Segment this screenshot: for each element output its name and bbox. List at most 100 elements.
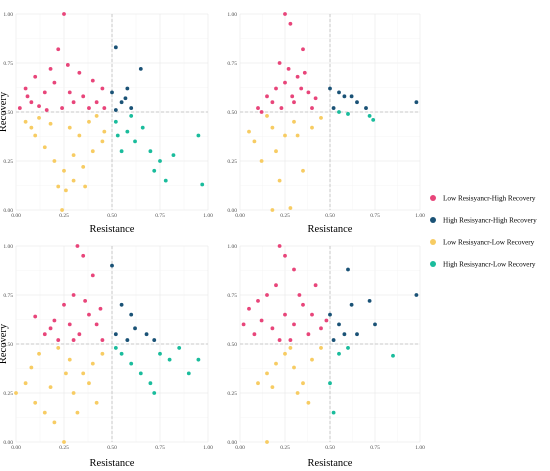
data-point: [286, 66, 291, 71]
data-point: [355, 332, 359, 337]
data-point: [48, 385, 53, 390]
data-point: [319, 346, 323, 350]
data-point: [52, 80, 57, 85]
data-point: [342, 94, 347, 99]
data-point: [37, 115, 41, 120]
data-point: [371, 117, 376, 122]
data-point: [270, 326, 275, 331]
data-point: [283, 351, 287, 356]
data-point: [196, 133, 201, 138]
data-point: [33, 74, 38, 79]
data-point: [62, 440, 66, 444]
data-point: [301, 381, 305, 386]
data-point: [129, 114, 134, 118]
data-point: [283, 253, 287, 258]
data-point: [113, 45, 118, 50]
data-point: [265, 440, 269, 444]
data-point: [364, 106, 368, 110]
data-point: [90, 78, 95, 83]
data-point: [102, 106, 107, 110]
data-point: [342, 332, 347, 337]
data-point: [37, 104, 41, 109]
data-point: [94, 400, 99, 405]
data-point: [56, 346, 61, 350]
data-point: [71, 100, 76, 105]
data-point: [158, 351, 162, 356]
data-point: [123, 96, 128, 101]
y-tick-label: 0.25: [227, 159, 237, 165]
data-point: [171, 153, 176, 158]
legend-swatch-HL: [430, 261, 436, 267]
legend-swatch-LH: [430, 195, 436, 201]
data-point: [29, 100, 34, 105]
data-point: [125, 338, 130, 342]
data-point: [62, 12, 66, 16]
y-axis-title: Recovery: [0, 91, 9, 132]
data-point: [313, 283, 318, 288]
data-point: [33, 133, 38, 138]
legend-label-HH: High Resisyancr-High Recovery: [443, 217, 537, 225]
series-HH: [110, 45, 143, 112]
data-point: [17, 106, 22, 110]
data-point: [414, 293, 419, 297]
data-point: [42, 332, 47, 337]
data-point: [94, 100, 99, 105]
series-LL: [14, 346, 105, 444]
x-tick-label: 0.50: [325, 213, 335, 219]
y-tick-label: 0.00: [227, 208, 237, 214]
data-point: [110, 90, 114, 95]
x-tick-label: 0.50: [107, 213, 117, 219]
data-point: [62, 168, 66, 173]
data-point: [87, 119, 91, 124]
data-point: [288, 346, 293, 350]
data-point: [177, 346, 182, 350]
data-point: [265, 371, 269, 376]
data-point: [83, 184, 88, 189]
data-point: [252, 139, 257, 144]
data-point: [87, 106, 91, 110]
data-point: [337, 110, 341, 114]
scatter-panel-top-right: 0.00 0.25 0.50 0.75 1.00 0.00 0.25 0.50 0.75 1.00…: [227, 12, 425, 235]
data-point: [29, 365, 34, 370]
data-point: [119, 351, 124, 356]
y-tick-label: 0.00: [227, 440, 237, 446]
data-point: [292, 119, 296, 124]
data-point: [288, 206, 293, 210]
legend-label-HL: High Resisyancr-Low Recovery: [443, 261, 536, 269]
y-tick-label: 0.00: [3, 208, 13, 214]
y-tick-label: 1.00: [227, 12, 237, 18]
data-point: [313, 96, 318, 101]
x-tick-label: 0.25: [280, 445, 290, 451]
x-tick-label: 0.75: [370, 445, 380, 451]
data-point: [140, 125, 145, 130]
data-point: [277, 338, 282, 342]
y-tick-label: 0.50: [227, 342, 237, 348]
data-point: [274, 361, 278, 366]
data-point: [48, 121, 53, 126]
data-point: [310, 106, 314, 110]
data-point: [42, 145, 47, 150]
data-point: [270, 125, 275, 130]
data-point: [288, 338, 293, 342]
series-HH: [328, 267, 419, 342]
series-HL: [328, 346, 395, 415]
x-tick-label: 1.00: [203, 445, 213, 451]
series-LL: [23, 114, 107, 212]
data-point: [65, 63, 70, 67]
y-tick-label: 0.25: [227, 391, 237, 397]
data-point: [310, 125, 314, 130]
data-point: [148, 381, 153, 386]
data-point: [119, 302, 124, 307]
data-point: [297, 293, 302, 297]
legend-label-LL: Low Resisyancr-Low Recovery: [443, 239, 535, 247]
data-point: [42, 90, 47, 95]
x-tick-label: 0.75: [155, 213, 165, 219]
data-point: [256, 298, 260, 303]
data-point: [42, 410, 47, 415]
data-point: [129, 361, 134, 366]
x-tick-label: 0.25: [59, 213, 69, 219]
data-point: [337, 90, 341, 95]
x-tick-label: 0.75: [155, 445, 165, 451]
data-point: [44, 108, 49, 112]
data-point: [277, 61, 282, 65]
